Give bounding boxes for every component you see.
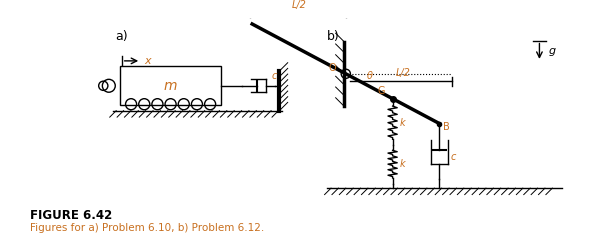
Text: O: O [329, 63, 337, 73]
Text: c: c [451, 152, 456, 162]
Text: B: B [443, 122, 450, 132]
Text: k: k [400, 118, 406, 128]
Text: b): b) [327, 30, 340, 43]
Text: Figures for a) Problem 6.10, b) Problem 6.12.: Figures for a) Problem 6.10, b) Problem … [30, 223, 265, 233]
Text: c: c [271, 71, 276, 81]
Bar [120, 66, 221, 105]
Text: L/2: L/2 [396, 68, 411, 78]
Text: $\theta$: $\theta$ [366, 69, 374, 81]
Text: G: G [378, 86, 385, 96]
Text: m: m [164, 79, 178, 93]
Text: k: k [400, 159, 406, 169]
Text: x: x [144, 56, 150, 66]
Text: g: g [549, 46, 556, 56]
Text: L/2: L/2 [291, 0, 307, 10]
Text: FIGURE 6.42: FIGURE 6.42 [30, 209, 112, 222]
Text: a): a) [115, 30, 128, 43]
